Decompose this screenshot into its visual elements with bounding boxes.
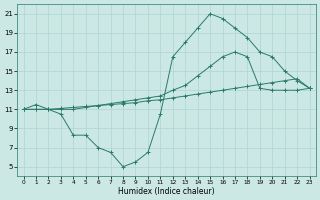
X-axis label: Humidex (Indice chaleur): Humidex (Indice chaleur)	[118, 187, 215, 196]
